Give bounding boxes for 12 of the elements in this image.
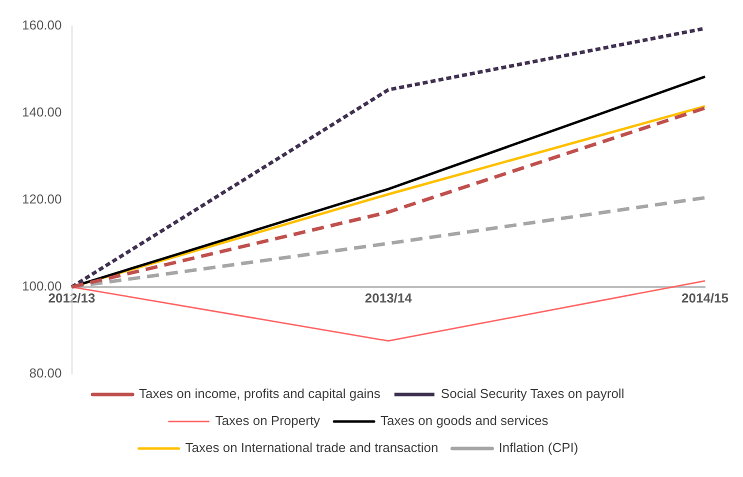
- y-tick-label: 120.00: [22, 191, 62, 206]
- legend-label: Social Security Taxes on payroll: [440, 386, 624, 402]
- legend-label: Inflation (CPI): [498, 440, 578, 456]
- legend-label: Taxes on goods and services: [380, 413, 549, 428]
- x-tick-label: 2014/15: [682, 290, 728, 306]
- legend-label: Taxes on Property: [215, 413, 321, 428]
- y-tick-label: 160.00: [22, 17, 62, 32]
- legend-label: Taxes on income, profits and capital gains: [139, 386, 381, 402]
- y-tick-label: 140.00: [22, 104, 62, 120]
- y-tick-label: 80.00: [29, 366, 62, 381]
- x-tick-label: 2013/14: [364, 290, 413, 306]
- legend-label: Taxes on International trade and transaction: [185, 440, 438, 456]
